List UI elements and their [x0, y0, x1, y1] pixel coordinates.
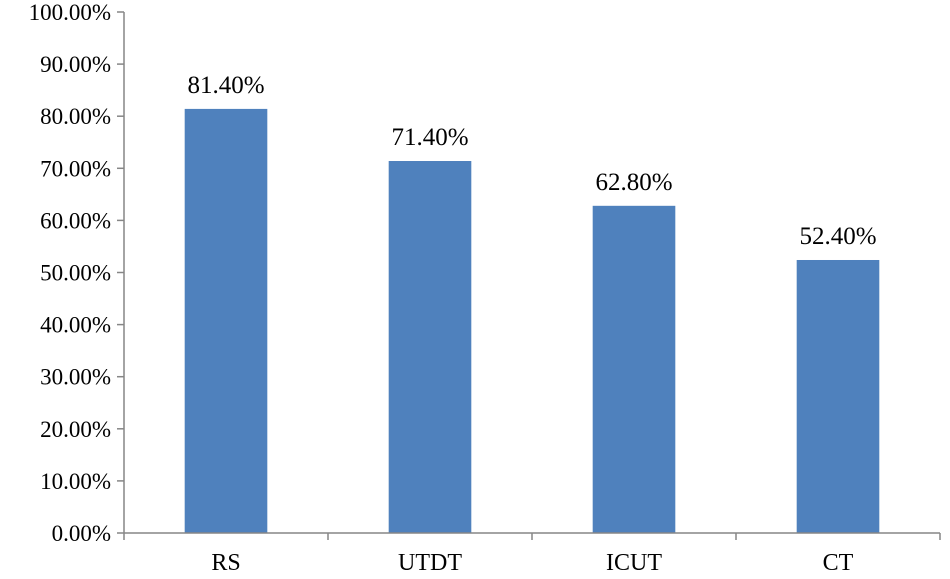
x-axis-ticks	[123, 533, 941, 540]
y-axis-tick-labels: 0.00% 10.00% 20.00% 30.00% 40.00% 50.00% 60.00…	[29, 0, 111, 546]
y-axis-ticks	[117, 11, 124, 534]
y-tick-label: 30.00%	[40, 365, 111, 390]
y-tick-label: 100.00%	[29, 0, 111, 25]
y-tick-label: 60.00%	[40, 208, 111, 233]
y-tick-label: 70.00%	[40, 156, 111, 181]
data-label-utdt: 71.40%	[391, 124, 468, 151]
y-tick-label: 80.00%	[40, 104, 111, 129]
bars	[184, 108, 880, 534]
data-label-icut: 62.80%	[595, 169, 672, 196]
y-tick-label: 10.00%	[40, 469, 111, 494]
bar-rs	[184, 108, 268, 533]
y-tick-label: 0.00%	[52, 521, 111, 546]
bar-icut	[592, 205, 676, 533]
y-tick-label: 50.00%	[40, 261, 111, 286]
category-label-rs: RS	[211, 550, 240, 576]
y-tick-label: 40.00%	[40, 313, 111, 338]
y-tick-label: 90.00%	[40, 52, 111, 77]
bar-utdt	[388, 161, 472, 534]
data-label-rs: 81.40%	[187, 72, 264, 99]
bar-ct	[796, 259, 880, 533]
category-label-utdt: UTDT	[398, 550, 462, 576]
category-label-icut: ICUT	[606, 550, 662, 576]
y-tick-label: 20.00%	[40, 417, 111, 442]
data-label-ct: 52.40%	[799, 223, 876, 250]
x-axis-category-labels: RS UTDT ICUT CT	[211, 550, 853, 576]
category-label-ct: CT	[823, 550, 854, 576]
data-labels: 81.40% 71.40% 62.80% 52.40%	[187, 72, 876, 250]
